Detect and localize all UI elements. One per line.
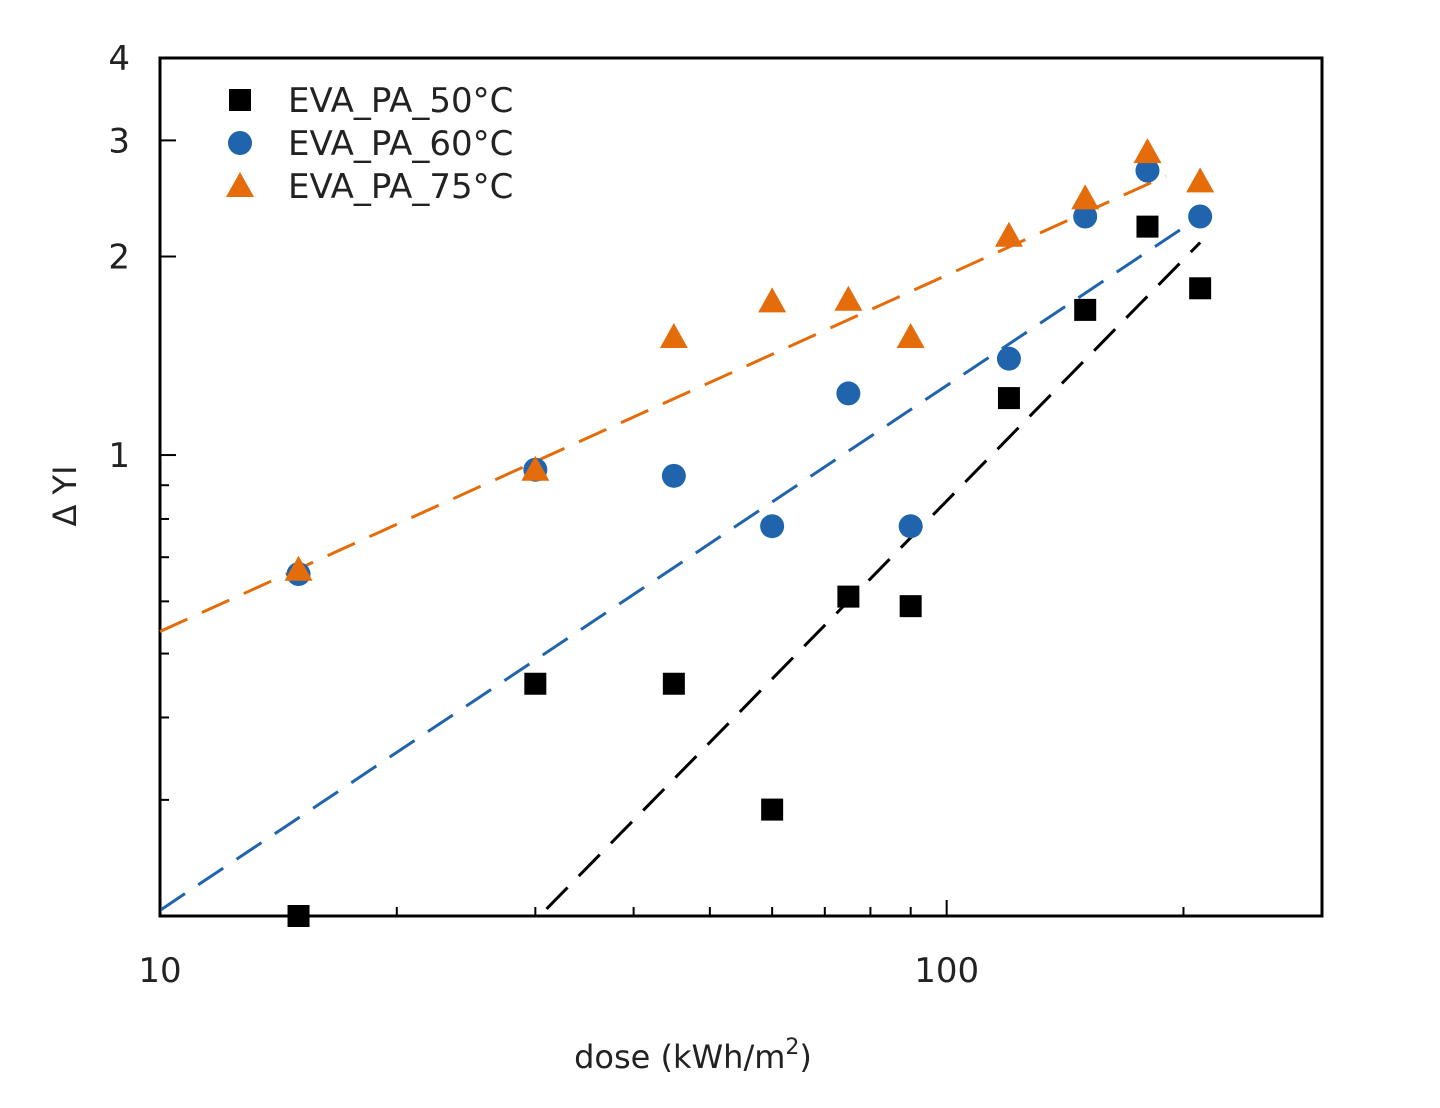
data-point: [837, 585, 860, 608]
fit-line: [159, 174, 1167, 633]
y-tick-label: 1: [108, 436, 130, 476]
y-axis: 1 2 3 4: [108, 39, 176, 801]
data-point: [1188, 204, 1213, 229]
data-point: [1073, 204, 1098, 229]
data-point: [760, 514, 785, 539]
y-tick-label: 2: [108, 238, 130, 278]
x-tick-label: 10: [138, 951, 181, 991]
data-point: [761, 798, 784, 821]
legend-label: EVA_PA_60°C: [288, 124, 513, 164]
fit-line: [159, 215, 1201, 912]
data-points: [284, 138, 1215, 927]
data-point: [1071, 184, 1100, 210]
x-axis-label: dose (kWh/m2): [574, 1035, 812, 1076]
data-point: [834, 285, 863, 311]
data-point: [524, 672, 547, 695]
y-axis-label: Δ YI: [46, 465, 84, 526]
fit-lines: [159, 174, 1202, 912]
data-point: [994, 221, 1023, 247]
data-point: [287, 905, 310, 927]
data-point: [1135, 158, 1160, 183]
data-point: [1074, 298, 1097, 321]
data-point: [661, 463, 686, 488]
data-point: [1186, 167, 1215, 193]
data-point: [521, 455, 550, 481]
plot-frame: [158, 56, 1324, 918]
legend-label: EVA_PA_50°C: [288, 81, 513, 121]
y-tick-label: 3: [108, 121, 130, 161]
data-point: [898, 514, 923, 539]
fit-line: [545, 241, 1202, 910]
data-point: [662, 672, 685, 695]
legend-marker: [226, 172, 254, 197]
data-point: [996, 346, 1021, 371]
data-point: [836, 381, 861, 406]
data-point: [896, 323, 925, 349]
data-point: [997, 387, 1020, 410]
legend-marker: [229, 89, 251, 111]
data-point: [1133, 138, 1162, 164]
y-tick-label: 4: [108, 39, 130, 79]
data-point: [1189, 277, 1212, 300]
legend-label: EVA_PA_75°C: [288, 167, 513, 207]
x-axis: 10 100: [138, 900, 1323, 991]
legend-marker: [228, 131, 252, 155]
data-point: [1136, 215, 1159, 238]
data-point: [758, 287, 787, 313]
data-point: [659, 323, 688, 349]
data-point: [284, 555, 313, 581]
data-point: [899, 595, 922, 618]
x-tick-label: 100: [914, 951, 979, 991]
